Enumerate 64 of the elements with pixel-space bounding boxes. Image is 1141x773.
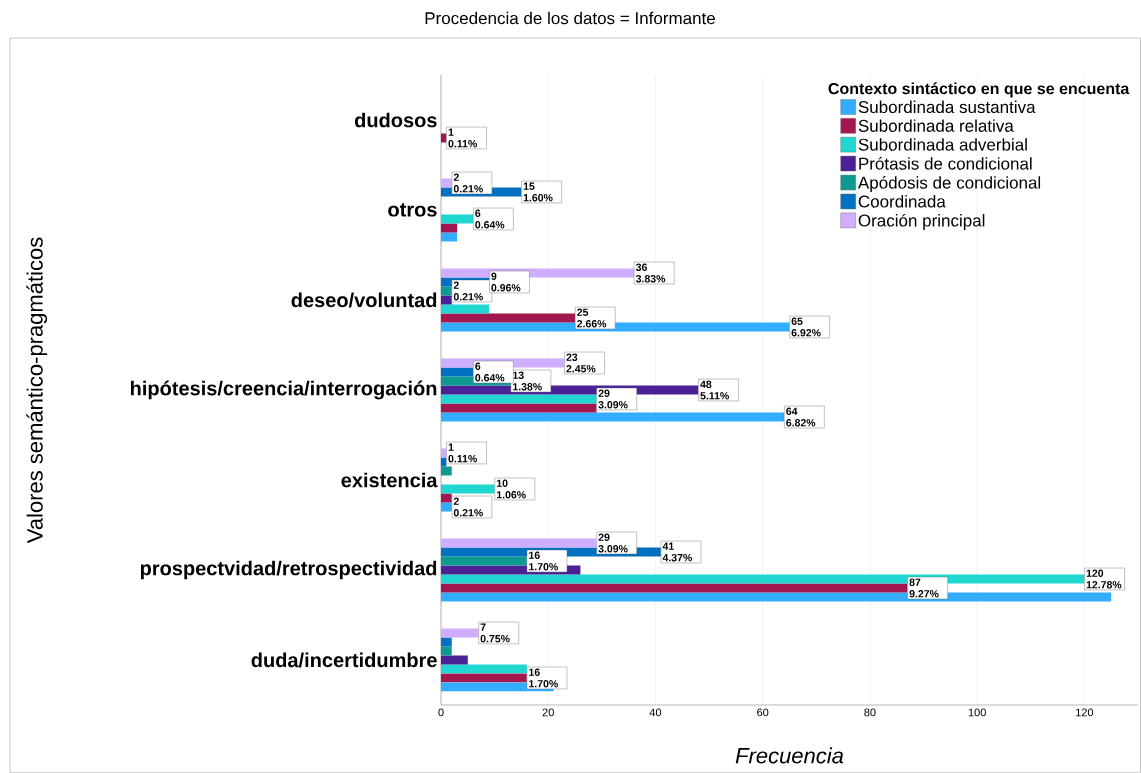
x-tick-label: 0 [438, 708, 444, 717]
bar [441, 502, 452, 512]
data-label: 6 0.64% [475, 362, 505, 382]
bar [441, 637, 452, 647]
data-label: 2 0.21% [453, 497, 483, 517]
data-label: 16 1.70% [529, 668, 558, 688]
legend-label: Oración principal [858, 213, 985, 230]
y-tick-label: otros [388, 203, 437, 217]
data-label: 48 5.11% [700, 380, 729, 400]
data-label: 36 3.83% [635, 263, 666, 283]
bar [441, 655, 468, 665]
legend-label: Coordinada [858, 195, 946, 208]
bar [441, 448, 447, 458]
x-tick-label: 40 [649, 708, 662, 717]
legend-label: Prótasis de condicional [859, 157, 1032, 170]
data-label: 64 6.82% [786, 407, 816, 427]
bar [441, 232, 458, 242]
chart-title: Procedencia de los datos = Informante [425, 11, 715, 25]
y-tick-label: duda/incertidumbre [251, 652, 437, 668]
bar [441, 493, 452, 503]
data-label: 7 0.75% [480, 623, 510, 643]
bar [441, 457, 447, 467]
y-axis-title: Valores semántico-pragmáticos [26, 237, 48, 544]
x-tick-label: 80 [864, 708, 876, 717]
y-tick-label: deseo/voluntad [291, 292, 437, 308]
legend-label: Apódosis de condicional [857, 176, 1041, 193]
data-label: 6 0.64% [475, 209, 505, 229]
bar [441, 466, 452, 476]
y-tick-label: existencia [341, 472, 438, 488]
data-label: 2 0.21% [453, 281, 483, 301]
bar [441, 286, 452, 296]
bar [441, 178, 452, 188]
x-axis-title: Frecuencia [735, 747, 844, 764]
legend-label: Subordinada sustantiva [858, 100, 1036, 114]
data-label: 23 2.45% [566, 353, 596, 373]
y-tick-label: hipótesis/creencia/interrogación [130, 380, 437, 400]
legend-title: Contexto sintáctico en que se encuenta [828, 82, 1130, 98]
data-label: 9 0.96% [491, 272, 521, 292]
x-tick-label: 60 [757, 708, 769, 717]
data-label: 16 1.70% [529, 551, 558, 571]
bar [441, 223, 458, 233]
data-label: 15 1.60% [523, 182, 553, 202]
data-label: 25 2.66% [577, 308, 607, 328]
bar [441, 646, 452, 656]
y-tick-label: dudosos [354, 112, 437, 128]
data-label: 65 6.92% [791, 317, 821, 337]
x-tick-label: 120 [1076, 708, 1094, 717]
legend-label: Subordinada adverbial [858, 138, 1027, 151]
legend-label: Subordinada relativa [858, 119, 1014, 132]
bar [441, 295, 452, 305]
data-label: 87 9.27% [909, 578, 939, 598]
data-label: 1 0.11% [448, 128, 477, 148]
data-label: 13 1.38% [513, 371, 542, 391]
x-tick-label: 20 [542, 708, 554, 717]
data-label: 41 4.37% [662, 542, 693, 562]
bar [441, 133, 447, 143]
data-label: 1 0.11% [448, 443, 477, 463]
data-label: 2 0.21% [453, 173, 483, 193]
y-tick-label: prospectvidad/retrospectividad [140, 560, 437, 580]
data-label: 120 12.78% [1086, 569, 1122, 589]
data-label: 29 3.09% [598, 389, 628, 409]
x-tick-label: 100 [968, 708, 986, 717]
data-label: 10 1.06% [496, 479, 526, 499]
data-label: 29 3.09% [598, 533, 628, 553]
